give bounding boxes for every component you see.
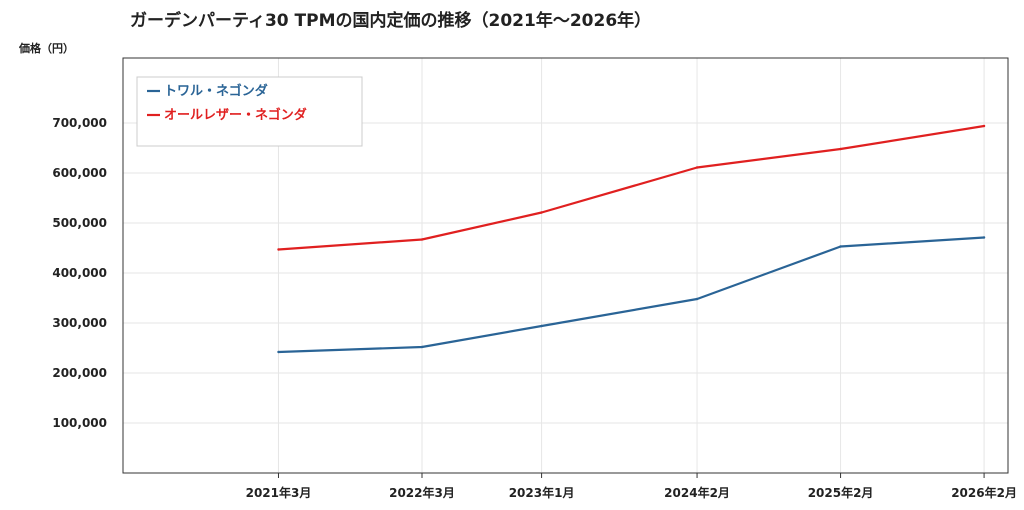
y-tick-label: 400,000 [52, 266, 107, 280]
data-point [982, 236, 986, 239]
y-tick-label: 600,000 [52, 166, 107, 180]
x-axis: 2021年3月 2022年3月 2023年1月 2024年2月 2025年2月 2026年… [246, 473, 1017, 500]
data-point [540, 324, 543, 328]
y-tick-label: 200,000 [52, 366, 107, 380]
series-line-1 [278, 236, 985, 354]
data-point [695, 297, 699, 301]
data-point [695, 166, 699, 169]
x-tick-label: 2021年3月 [246, 485, 312, 500]
data-point [540, 211, 543, 214]
y-tick-label: 700,000 [52, 116, 107, 130]
series-line-2 [278, 124, 985, 251]
data-point [839, 245, 842, 248]
plot-frame [122, 57, 1009, 474]
legend-label: オールレザー・ネゴンダ [164, 107, 307, 123]
x-tick-label: 2023年1月 [509, 485, 575, 500]
data-point [982, 124, 986, 128]
legend-box [136, 76, 363, 147]
y-tick-label: 100,000 [52, 416, 107, 430]
y-axis-label: 価格（円） [19, 42, 74, 55]
y-tick-label: 500,000 [52, 216, 107, 230]
data-point [277, 350, 280, 354]
legend-label: トワル・ネゴンダ [164, 83, 268, 99]
x-tick-label: 2024年2月 [664, 485, 730, 500]
y-axis: 100,000 200,000 300,000 400,000 500,000 600,0… [52, 116, 107, 430]
data-point [420, 345, 424, 349]
data-point [420, 238, 424, 241]
series-lines [277, 124, 986, 354]
x-tick-label: 2025年2月 [808, 485, 874, 500]
data-point [277, 248, 280, 251]
x-tick-label: 2026年2月 [951, 485, 1017, 500]
data-point [839, 147, 842, 151]
x-tick-label: 2022年3月 [389, 485, 455, 500]
y-tick-label: 300,000 [52, 316, 107, 330]
chart-title: ガーデンパーティ30 TPMの国内定価の推移（2021年～2026年） [130, 11, 652, 31]
